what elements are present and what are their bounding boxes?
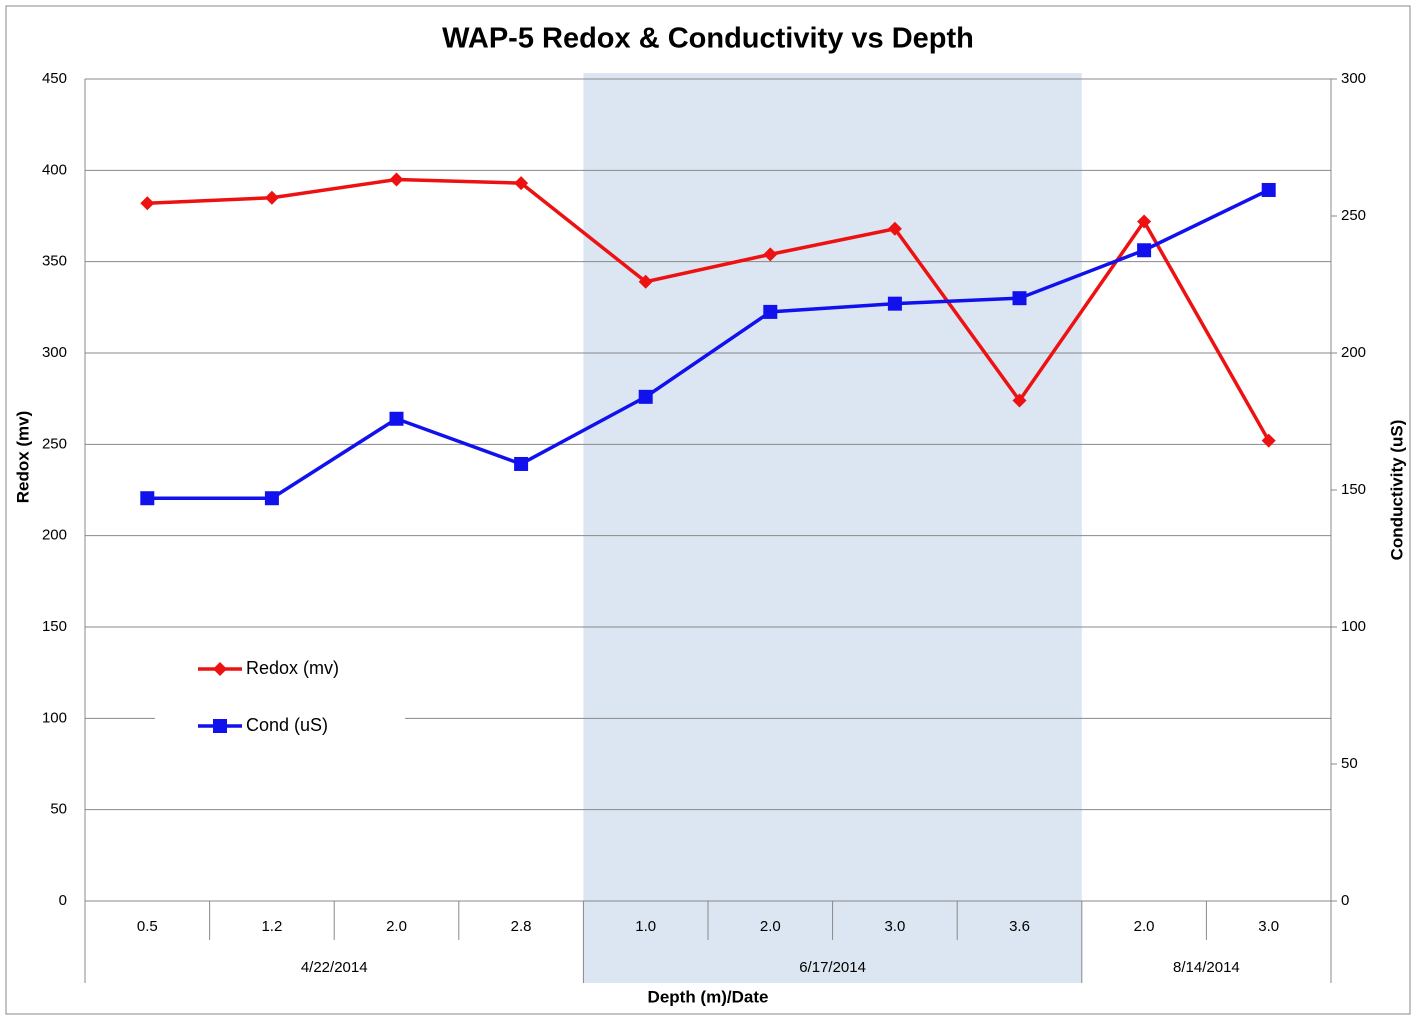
x-tick-label: 2.0	[760, 918, 781, 935]
y-tick-label: 350	[42, 253, 67, 270]
chart-title: WAP-5 Redox & Conductivity vs Depth	[442, 23, 974, 55]
x-tick-label: 2.8	[511, 918, 532, 935]
y-tick-label: 0	[59, 892, 67, 909]
legend-label: Redox (mv)	[246, 658, 339, 678]
y2-tick-label: 200	[1341, 344, 1366, 361]
marker	[264, 190, 279, 205]
y-tick-label: 50	[50, 801, 67, 818]
x-group-label: 4/22/2014	[301, 959, 368, 976]
y2-axis-title: Conductivity (uS)	[1387, 420, 1406, 561]
series-line	[147, 177, 1271, 442]
legend-label: Cond (uS)	[246, 715, 328, 735]
y-tick-label: 400	[42, 161, 67, 178]
marker	[1137, 214, 1152, 229]
marker	[213, 662, 227, 676]
highlight-band	[583, 73, 1082, 983]
marker	[887, 296, 902, 311]
series-line	[147, 188, 1270, 500]
y-tick-label: 250	[42, 435, 67, 452]
x-tick-label: 1.0	[635, 918, 656, 935]
x-tick-label: 3.0	[1258, 918, 1279, 935]
marker	[1137, 243, 1152, 258]
marker	[389, 411, 404, 426]
x-tick-label: 3.6	[1009, 918, 1030, 935]
y2-tick-label: 300	[1341, 70, 1366, 87]
y-tick-label: 150	[42, 618, 67, 635]
x-tick-label: 3.0	[884, 918, 905, 935]
marker	[1012, 291, 1027, 306]
marker	[763, 304, 778, 319]
marker	[887, 221, 902, 236]
y-axis-title: Redox (mv)	[13, 411, 32, 504]
x-tick-label: 1.2	[261, 918, 282, 935]
y-tick-label: 300	[42, 344, 67, 361]
marker	[763, 247, 778, 262]
x-axis-title: Depth (m)/Date	[648, 987, 769, 1006]
legend-box	[155, 645, 405, 750]
marker	[264, 491, 279, 506]
marker	[514, 456, 529, 471]
marker	[638, 389, 653, 404]
x-group-label: 8/14/2014	[1173, 959, 1240, 976]
x-tick-label: 0.5	[137, 918, 158, 935]
y-tick-label: 200	[42, 527, 67, 544]
y2-tick-label: 150	[1341, 481, 1366, 498]
marker	[514, 176, 529, 191]
y-tick-label: 450	[42, 70, 67, 87]
marker	[140, 196, 155, 211]
marker	[1261, 182, 1276, 197]
y-tick-label: 100	[42, 709, 67, 726]
marker	[1261, 433, 1276, 448]
marker	[213, 719, 227, 733]
y2-tick-label: 0	[1341, 892, 1349, 909]
x-tick-label: 2.0	[386, 918, 407, 935]
x-tick-label: 2.0	[1134, 918, 1155, 935]
marker	[1012, 393, 1027, 408]
x-group-label: 6/17/2014	[799, 959, 866, 976]
y2-tick-label: 100	[1341, 618, 1366, 635]
marker	[638, 274, 653, 289]
y2-tick-label: 250	[1341, 207, 1366, 224]
marker	[389, 172, 404, 187]
marker	[140, 491, 155, 506]
y2-tick-label: 50	[1341, 755, 1358, 772]
